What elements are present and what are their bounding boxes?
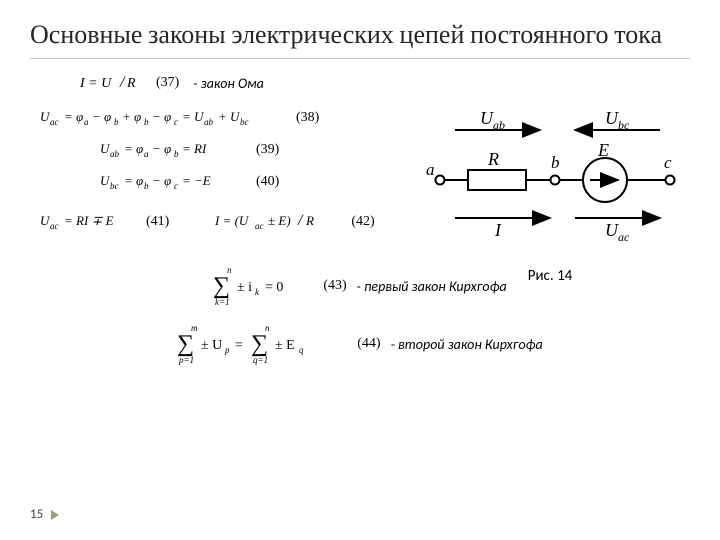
svg-text:c: c <box>174 117 178 127</box>
slide-title: Основные законы электрических цепей пост… <box>0 0 720 58</box>
svg-text:I: I <box>494 220 502 240</box>
svg-text:b: b <box>174 149 179 159</box>
svg-text:I = U: I = U <box>79 76 112 91</box>
svg-text:=: = <box>235 338 243 353</box>
svg-text:q: q <box>299 345 304 355</box>
eq39-num: (39) <box>256 142 279 158</box>
svg-text:U: U <box>480 108 494 128</box>
svg-text:a: a <box>144 149 149 159</box>
svg-text:= RI: = RI <box>182 141 207 156</box>
page-footer: 15 <box>30 507 59 522</box>
svg-text:= φ: = φ <box>124 173 143 188</box>
eq40-num: (40) <box>256 174 279 190</box>
svg-text:a: a <box>84 117 89 127</box>
svg-text:+ φ: + φ <box>122 109 141 124</box>
equation-42: I = (U ac ± E) / R (42) <box>215 211 380 233</box>
eq37-label: - закон Ома <box>193 75 263 92</box>
svg-text:= φ: = φ <box>64 109 83 124</box>
svg-text:− φ: − φ <box>152 173 171 188</box>
svg-text:ab: ab <box>110 149 120 159</box>
svg-text:k=1: k=1 <box>215 297 230 307</box>
svg-text:bc: bc <box>618 118 630 132</box>
eq41-num: (41) <box>146 214 169 230</box>
svg-text:b: b <box>114 117 119 127</box>
circuit-svg: Uab Ubc R E a b c I Uac <box>420 110 680 260</box>
svg-text:ac: ac <box>50 221 59 231</box>
svg-text:± U: ± U <box>201 338 222 353</box>
svg-text:− φ: − φ <box>92 109 111 124</box>
eq44-num: (44) <box>357 336 380 352</box>
svg-text:± E: ± E <box>275 338 295 353</box>
eq44-svg: m ∑ p=1 ± Up = n ∑ q=1 ± Eq <box>177 323 357 365</box>
svg-text:− φ: − φ <box>152 141 171 156</box>
svg-text:bc: bc <box>110 181 119 191</box>
eq42-svg: I = (U ac ± E) / R <box>215 211 345 233</box>
svg-text:R: R <box>487 149 499 169</box>
svg-text:b: b <box>144 117 149 127</box>
svg-text:ac: ac <box>50 117 59 127</box>
equation-37: I = U / R (37) - закон Ома <box>80 73 690 93</box>
svg-text:/: / <box>297 212 304 229</box>
figure-14: Uab Ubc R E a b c I Uac Рис. 14 <box>415 110 685 285</box>
svg-text:ab: ab <box>493 118 505 132</box>
svg-text:p: p <box>224 345 230 355</box>
svg-text:± E): ± E) <box>268 213 291 228</box>
svg-text:ac: ac <box>255 221 264 231</box>
svg-text:∑: ∑ <box>213 273 230 299</box>
svg-text:= −E: = −E <box>182 173 211 188</box>
svg-text:= U: = U <box>182 109 205 124</box>
eq41-svg: Uac = RI ∓ E <box>40 211 140 233</box>
svg-text:b: b <box>551 153 560 172</box>
svg-text:a: a <box>426 160 435 179</box>
svg-text:k: k <box>255 287 260 297</box>
page-number: 15 <box>30 507 43 522</box>
eq39-svg: Uab = φa − φb = RI <box>100 139 250 161</box>
svg-text:= RI ∓ E: = RI ∓ E <box>64 213 114 228</box>
svg-text:c: c <box>664 153 672 172</box>
svg-text:q=1: q=1 <box>253 355 268 365</box>
eq43-svg: n ∑ k=1 ± ik = 0 <box>213 265 323 307</box>
svg-text:U: U <box>605 220 619 240</box>
svg-text:ab: ab <box>204 117 214 127</box>
svg-text:/: / <box>119 74 126 91</box>
eq37-num: (37) <box>156 75 179 91</box>
eq37-svg: I = U / R <box>80 73 150 93</box>
eq44-label: - второй закон Кирхгофа <box>391 336 543 353</box>
figure-caption: Рис. 14 <box>415 267 685 285</box>
eq38-num: (38) <box>296 110 319 126</box>
svg-text:c: c <box>174 181 178 191</box>
svg-text:+ U: + U <box>218 109 241 124</box>
footer-triangle-icon <box>51 510 59 520</box>
svg-text:R: R <box>305 213 314 228</box>
svg-text:b: b <box>144 181 149 191</box>
svg-text:I = (U: I = (U <box>214 213 250 228</box>
svg-text:= φ: = φ <box>124 141 143 156</box>
svg-text:E: E <box>597 140 609 160</box>
svg-text:∑: ∑ <box>251 331 268 357</box>
svg-text:ac: ac <box>618 230 630 244</box>
svg-text:± i: ± i <box>237 280 252 295</box>
svg-text:= 0: = 0 <box>265 280 283 295</box>
eq38-svg: Uac = φa − φb + φb − φc = Uab + Ubc <box>40 107 290 129</box>
svg-text:− φ: − φ <box>152 109 171 124</box>
eq42-num: (42) <box>351 214 374 230</box>
eq40-svg: Ubc = φb − φc = −E <box>100 171 250 193</box>
eq43-num: (43) <box>323 278 346 294</box>
svg-text:R: R <box>126 76 136 91</box>
svg-text:U: U <box>605 108 619 128</box>
equation-44: m ∑ p=1 ± Up = n ∑ q=1 ± Eq (44) - второ… <box>30 323 690 365</box>
svg-text:∑: ∑ <box>177 331 194 357</box>
svg-text:p=1: p=1 <box>178 355 194 365</box>
equation-41: Uac = RI ∓ E (41) <box>40 211 175 233</box>
svg-text:bc: bc <box>240 117 249 127</box>
